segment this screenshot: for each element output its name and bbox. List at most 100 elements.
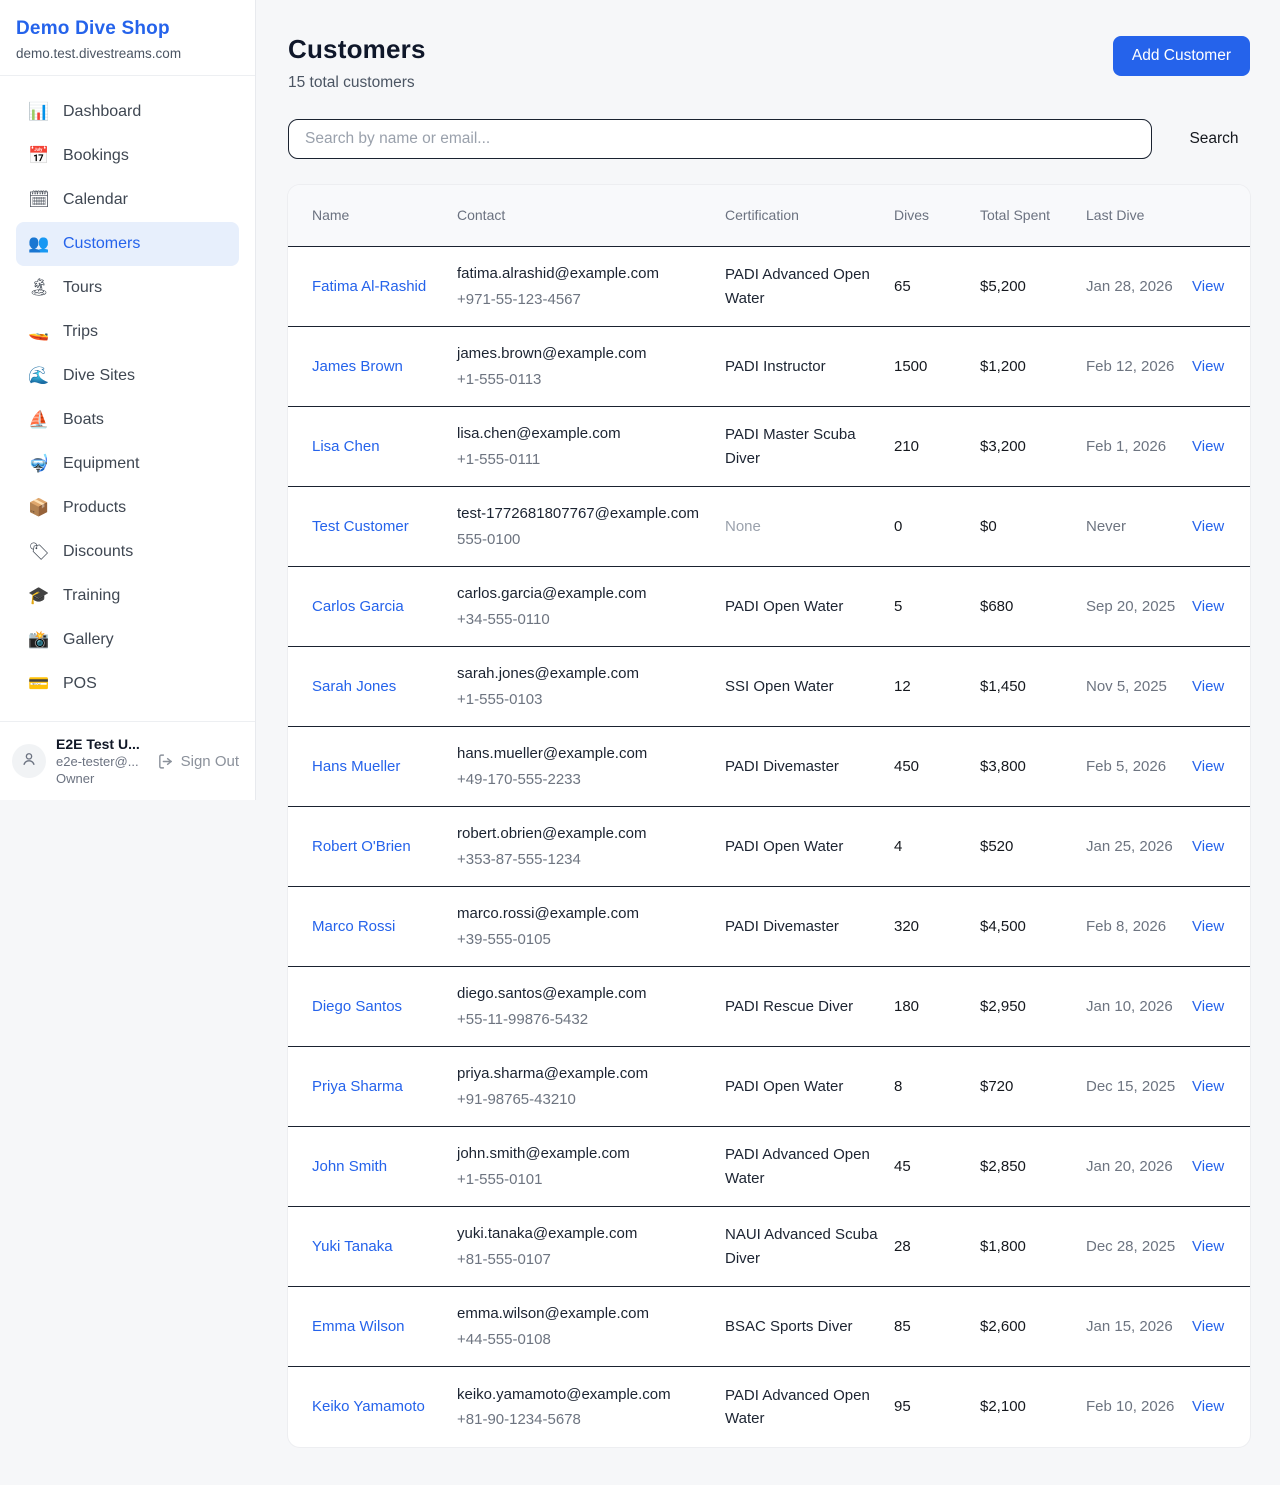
customer-name-link[interactable]: Carlos Garcia [312, 597, 404, 615]
customer-dives: 8 [894, 1077, 903, 1095]
sidebar-item-customers[interactable]: 👥 Customers [16, 222, 239, 266]
avatar [12, 744, 46, 778]
tag-icon: 🏷 [28, 542, 50, 561]
view-link[interactable]: View [1192, 997, 1225, 1015]
sidebar-item-discounts[interactable]: 🏷 Discounts [16, 530, 239, 574]
sidebar-nav: 📊 Dashboard 📅 Bookings 🗓 Calendar 👥 Customers 🏝 T… [0, 76, 255, 721]
graduation-cap-icon: 🎓 [28, 586, 50, 605]
table-body: Fatima Al-Rashid fatima.alrashid@example… [288, 247, 1250, 1447]
customer-total-spent: $0 [980, 517, 997, 535]
customer-last-dive: Feb 12, 2026 [1086, 357, 1175, 375]
sidebar-item-label: Equipment [63, 455, 140, 472]
customer-total-spent: $2,100 [980, 1398, 1026, 1416]
view-link[interactable]: View [1192, 357, 1225, 375]
sidebar-item-trips[interactable]: 🚤 Trips [16, 310, 239, 354]
customer-name-link[interactable]: Fatima Al-Rashid [312, 277, 427, 295]
sidebar-item-pos[interactable]: 💳 POS [16, 662, 239, 706]
people-icon: 👥 [28, 234, 50, 253]
sidebar-item-training[interactable]: 🎓 Training [16, 574, 239, 618]
add-customer-button[interactable]: Add Customer [1112, 36, 1250, 76]
view-link[interactable]: View [1192, 757, 1225, 775]
customer-certification: PADI Advanced Open Water [725, 1146, 870, 1187]
customer-email: emma.wilson@example.com [457, 1305, 649, 1323]
sign-out-button[interactable]: Sign Out [157, 753, 243, 770]
customer-name-link[interactable]: Emma Wilson [312, 1317, 405, 1335]
sidebar-item-gallery[interactable]: 📸 Gallery [16, 618, 239, 662]
customer-certification: NAUI Advanced Scuba Diver [725, 1226, 878, 1267]
customer-name-link[interactable]: Hans Mueller [312, 757, 401, 775]
sidebar-item-tours[interactable]: 🏝 Tours [16, 266, 239, 310]
sign-out-label: Sign Out [180, 752, 239, 770]
customer-phone: +91-98765-43210 [457, 1090, 576, 1108]
column-header-certification: Certification [725, 206, 799, 223]
page-header-text: Customers 15 total customers [288, 34, 426, 92]
customer-dives: 12 [894, 677, 911, 695]
sidebar-item-label: Tours [63, 279, 103, 296]
customer-name-link[interactable]: Lisa Chen [312, 437, 380, 455]
sidebar-item-bookings[interactable]: 📅 Bookings [16, 134, 239, 178]
customer-name-link[interactable]: Marco Rossi [312, 917, 396, 935]
column-header-actions [1192, 206, 1226, 226]
sidebar-item-boats[interactable]: ⛵ Boats [16, 398, 239, 442]
sidebar-item-dashboard[interactable]: 📊 Dashboard [16, 90, 239, 134]
customer-email: diego.santos@example.com [457, 985, 647, 1003]
customer-certification: PADI Open Water [725, 1077, 844, 1095]
customer-total-spent: $520 [980, 837, 1014, 855]
customer-name-link[interactable]: Robert O'Brien [312, 837, 411, 855]
customer-name-link[interactable]: Sarah Jones [312, 677, 397, 695]
view-link[interactable]: View [1192, 517, 1225, 535]
customer-name-link[interactable]: Yuki Tanaka [312, 1237, 393, 1255]
sidebar-item-calendar[interactable]: 🗓 Calendar [16, 178, 239, 222]
customer-name-link[interactable]: Test Customer [312, 517, 409, 535]
sidebar-item-equipment[interactable]: 🤿 Equipment [16, 442, 239, 486]
customer-certification: PADI Divemaster [725, 757, 839, 775]
customer-phone: +44-555-0108 [457, 1330, 551, 1348]
sidebar-item-label: Products [63, 499, 127, 516]
sidebar-item-products[interactable]: 📦 Products [16, 486, 239, 530]
view-link[interactable]: View [1192, 1317, 1225, 1335]
view-link[interactable]: View [1192, 1077, 1225, 1095]
view-link[interactable]: View [1192, 597, 1225, 615]
customer-last-dive: Nov 5, 2025 [1086, 677, 1167, 695]
table-row: Priya Sharma priya.sharma@example.com +9… [288, 1047, 1250, 1127]
view-link[interactable]: View [1192, 437, 1225, 455]
view-link[interactable]: View [1192, 1398, 1225, 1416]
customer-dives: 95 [894, 1398, 911, 1416]
customer-name-link[interactable]: Keiko Yamamoto [312, 1398, 425, 1416]
customer-count: 15 total customers [288, 74, 415, 91]
table-row: Keiko Yamamoto keiko.yamamoto@example.co… [288, 1367, 1250, 1447]
customer-email: john.smith@example.com [457, 1145, 630, 1163]
wave-icon: 🌊 [28, 366, 50, 385]
sidebar-item-label: Dive Sites [63, 367, 136, 384]
view-link[interactable]: View [1192, 1157, 1225, 1175]
customer-phone: +81-90-1234-5678 [457, 1411, 581, 1428]
view-link[interactable]: View [1192, 837, 1225, 855]
table-row: Test Customer test-1772681807767@example… [288, 487, 1250, 567]
customer-dives: 320 [894, 917, 920, 935]
sidebar-item-dive-sites[interactable]: 🌊 Dive Sites [16, 354, 239, 398]
customer-email: james.brown@example.com [457, 345, 647, 363]
customer-email: yuki.tanaka@example.com [457, 1225, 638, 1243]
view-link[interactable]: View [1192, 1237, 1225, 1255]
customer-name-link[interactable]: James Brown [312, 357, 403, 375]
search-input[interactable] [288, 119, 1152, 159]
view-link[interactable]: View [1192, 917, 1225, 935]
table-row: Marco Rossi marco.rossi@example.com +39-… [288, 887, 1250, 967]
customer-name-link[interactable]: Priya Sharma [312, 1077, 403, 1095]
customer-dives: 450 [894, 757, 920, 775]
customer-last-dive: Feb 1, 2026 [1086, 437, 1167, 455]
search-button[interactable]: Search [1178, 130, 1250, 148]
customer-certification: None [725, 517, 761, 535]
customer-total-spent: $1,200 [980, 357, 1026, 375]
view-link[interactable]: View [1192, 277, 1225, 295]
customer-certification: PADI Divemaster [725, 917, 839, 935]
customer-name-link[interactable]: John Smith [312, 1157, 388, 1175]
diving-mask-icon: 🤿 [28, 454, 50, 473]
view-link[interactable]: View [1192, 677, 1225, 695]
customer-total-spent: $3,800 [980, 757, 1026, 775]
customer-name-link[interactable]: Diego Santos [312, 997, 403, 1015]
sidebar-item-label: Bookings [63, 147, 129, 164]
customer-dives: 210 [894, 437, 920, 455]
customer-phone: +49-170-555-2233 [457, 770, 581, 788]
customer-dives: 85 [894, 1317, 911, 1335]
